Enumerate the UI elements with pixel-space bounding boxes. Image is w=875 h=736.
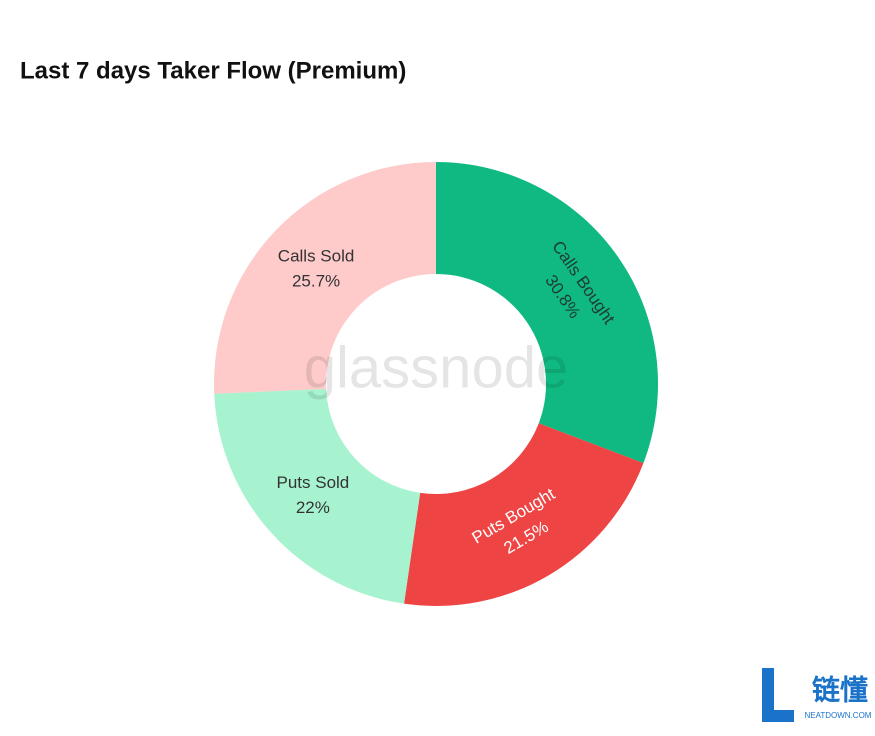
slice bbox=[436, 162, 658, 464]
slice bbox=[214, 388, 421, 604]
slice-value: 25.7% bbox=[292, 272, 340, 291]
logo: 链懂 NEATDOWN.COM bbox=[762, 668, 872, 722]
watermark: glassnode bbox=[304, 335, 568, 400]
slice-label: Puts Sold 22% bbox=[276, 473, 349, 517]
slices bbox=[214, 161, 658, 606]
logo-text: 链懂 bbox=[812, 674, 868, 705]
slice-name: Calls Sold bbox=[278, 247, 355, 266]
slice bbox=[214, 161, 436, 394]
chart-title: Last 7 days Taker Flow (Premium) bbox=[20, 57, 406, 84]
slice-label: Calls Sold 25.7% bbox=[278, 247, 355, 291]
logo-mark bbox=[762, 668, 794, 722]
slice-value: 22% bbox=[296, 498, 330, 517]
slice bbox=[404, 423, 644, 606]
logo-subtext: NEATDOWN.COM bbox=[805, 711, 872, 720]
slice-name: Puts Sold bbox=[276, 473, 349, 492]
